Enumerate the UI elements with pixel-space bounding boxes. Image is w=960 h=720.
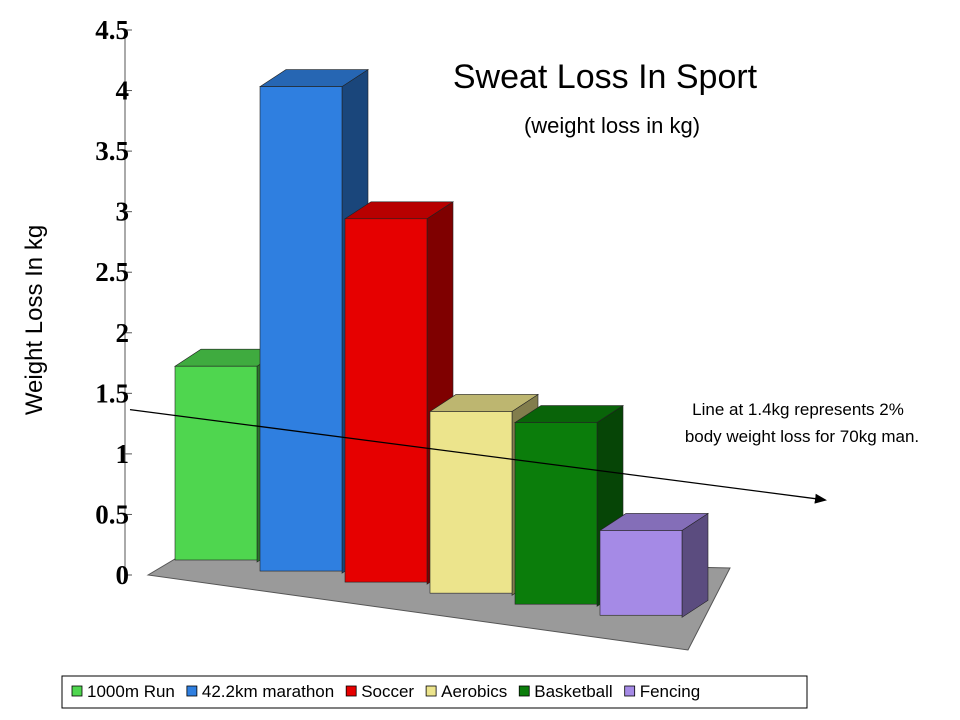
y-tick-label: 3.5 — [95, 136, 129, 166]
bars — [173, 69, 710, 618]
y-tick-label: 0.5 — [95, 499, 129, 529]
legend-label: Soccer — [361, 682, 414, 701]
bar — [259, 86, 343, 572]
y-tick-label: 2.5 — [95, 257, 129, 287]
legend-swatch — [345, 685, 357, 697]
legend-label: Basketball — [534, 682, 612, 701]
y-axis-title: Weight Loss In kg — [21, 225, 48, 415]
chart-title: Sweat Loss In Sport — [453, 58, 758, 96]
reference-line — [129, 408, 827, 504]
annotation: Line at 1.4kg represents 2% — [692, 400, 904, 419]
legend-swatch — [425, 685, 437, 697]
chart-subtitle: (weight loss in kg) — [524, 113, 700, 138]
bar — [429, 411, 513, 594]
y-tick-label: 0 — [116, 560, 130, 590]
y-tick-label: 4.5 — [95, 15, 129, 45]
legend-label: 42.2km marathon — [202, 682, 334, 701]
legend-label: Aerobics — [441, 682, 507, 701]
bar — [599, 530, 683, 616]
legend-label: 1000m Run — [87, 682, 175, 701]
bar-side — [681, 512, 709, 618]
legend-swatch — [186, 685, 198, 697]
legend-label: Fencing — [640, 682, 700, 701]
y-tick-label: 2 — [116, 318, 130, 348]
y-tick-label: 3 — [116, 197, 130, 227]
legend-swatch — [518, 685, 530, 697]
bar — [174, 365, 258, 561]
legend-swatch — [624, 685, 636, 697]
legend-entries: 1000m Run 42.2km marathon Soccer Aerobics Ba… — [71, 682, 700, 701]
bar — [344, 218, 428, 583]
y-tick-label: 1 — [116, 439, 130, 469]
y-tick-label: 4 — [116, 76, 130, 106]
y-tick-label: 1.5 — [95, 378, 129, 408]
y-ticks: 0 0.5 1 1.5 2 2.5 3 3.5 4 4.5 — [95, 15, 132, 590]
annotation: body weight loss for 70kg man. — [685, 427, 919, 446]
legend — [61, 675, 808, 709]
legend-swatch — [71, 685, 83, 697]
bar — [514, 422, 598, 605]
